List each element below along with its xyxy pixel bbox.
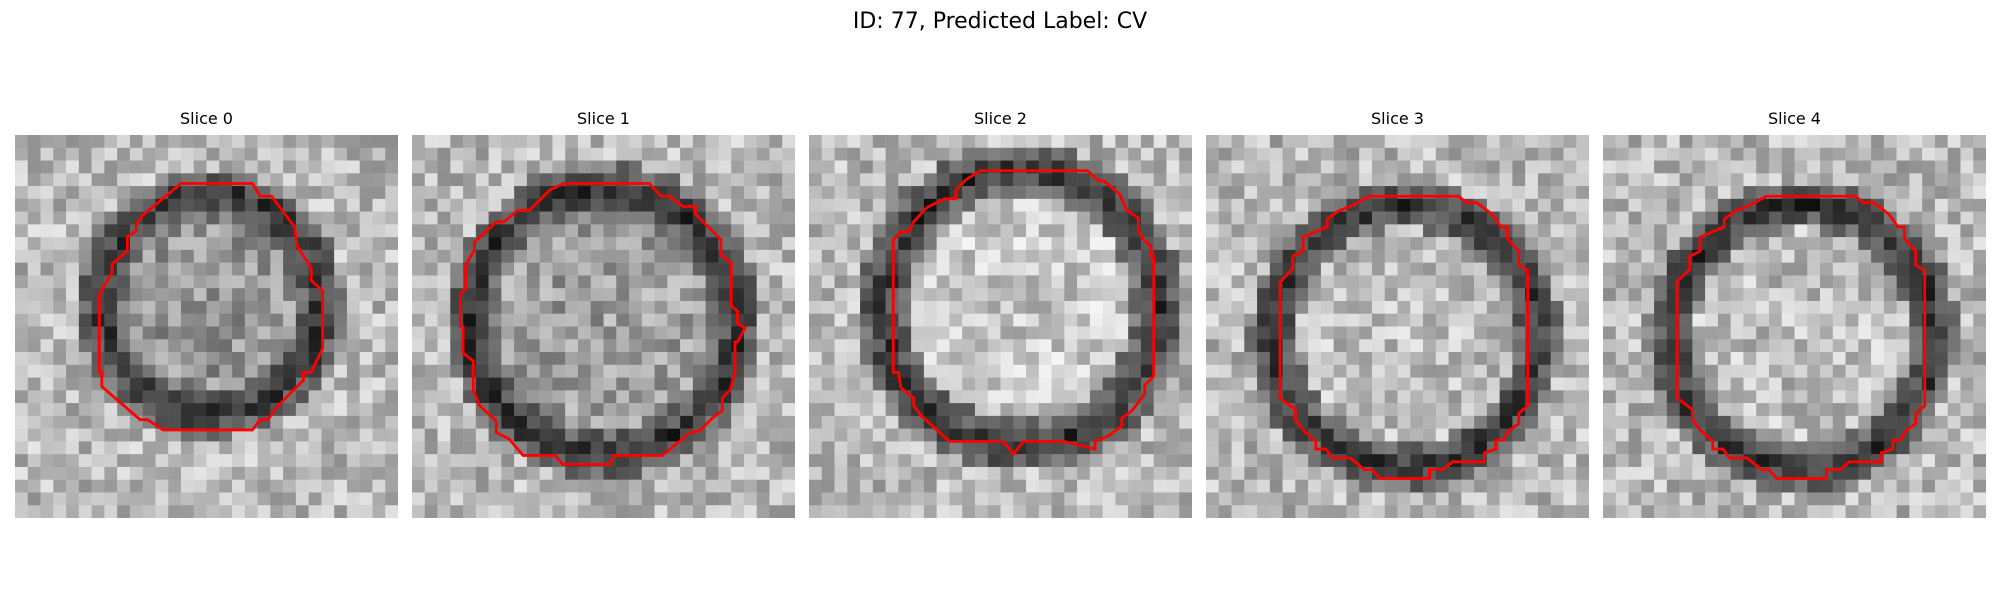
slice-title-4: Slice 4 (1768, 109, 1821, 128)
slice-image-2 (809, 135, 1192, 518)
segmentation-contour-3 (1278, 194, 1530, 480)
slice-pixels-3 (1206, 135, 1589, 518)
segmentation-contour-2 (891, 169, 1156, 457)
slice-title-3: Slice 3 (1371, 109, 1424, 128)
slice-panel-3: Slice 3 (1206, 108, 1589, 518)
slice-panel-0: Slice 0 (15, 108, 398, 518)
slice-panel-1: Slice 1 (412, 108, 795, 518)
slice-title-2: Slice 2 (974, 109, 1027, 128)
slice-image-0 (15, 135, 398, 518)
segmentation-contour-1 (459, 182, 748, 466)
slice-pixels-4 (1603, 135, 1986, 518)
slice-image-3 (1206, 135, 1589, 518)
slice-pixels-1 (412, 135, 795, 518)
slice-pixels-2 (809, 135, 1192, 518)
slice-image-4 (1603, 135, 1986, 518)
slice-panel-2: Slice 2 (809, 108, 1192, 518)
slice-image-1 (412, 135, 795, 518)
slice-pixels-0 (15, 135, 398, 518)
segmentation-contour-4 (1675, 194, 1927, 480)
slice-title-0: Slice 0 (180, 109, 233, 128)
slice-title-1: Slice 1 (577, 109, 630, 128)
slice-panel-4: Slice 4 (1603, 108, 1986, 518)
segmentation-contour-0 (97, 182, 325, 432)
figure-title: ID: 77, Predicted Label: CV (852, 9, 1148, 34)
